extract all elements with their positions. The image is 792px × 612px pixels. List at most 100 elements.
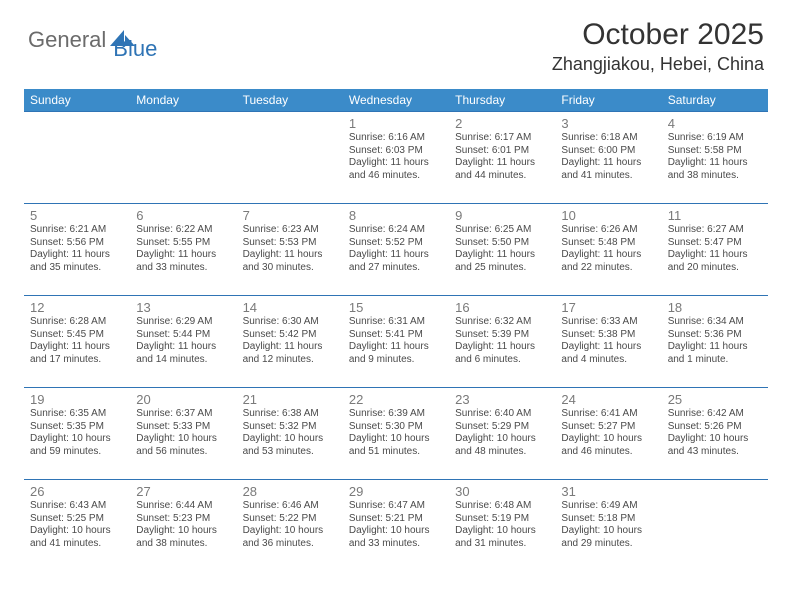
daylight-text: Daylight: 10 hours (349, 433, 443, 446)
daylight-text: and 38 minutes. (668, 170, 762, 183)
daylight-text: and 12 minutes. (243, 354, 337, 367)
sunrise-text: Sunrise: 6:28 AM (30, 316, 124, 329)
sunset-text: Sunset: 5:30 PM (349, 421, 443, 434)
day-number: 18 (668, 300, 762, 315)
sunset-text: Sunset: 5:50 PM (455, 237, 549, 250)
sunrise-text: Sunrise: 6:33 AM (561, 316, 655, 329)
week-row: 26Sunrise: 6:43 AMSunset: 5:25 PMDayligh… (24, 480, 768, 572)
daylight-text: and 38 minutes. (136, 538, 230, 551)
daylight-text: Daylight: 11 hours (243, 249, 337, 262)
sunrise-text: Sunrise: 6:37 AM (136, 408, 230, 421)
calendar-table: Sunday Monday Tuesday Wednesday Thursday… (24, 89, 768, 572)
day-number: 1 (349, 116, 443, 131)
dow-monday: Monday (130, 89, 236, 112)
header: General Blue October 2025 Zhangjiakou, H… (0, 0, 792, 81)
daylight-text: and 35 minutes. (30, 262, 124, 275)
sunrise-text: Sunrise: 6:35 AM (30, 408, 124, 421)
day-number: 14 (243, 300, 337, 315)
daylight-text: and 33 minutes. (136, 262, 230, 275)
sunset-text: Sunset: 5:56 PM (30, 237, 124, 250)
sunrise-text: Sunrise: 6:24 AM (349, 224, 443, 237)
sunrise-text: Sunrise: 6:22 AM (136, 224, 230, 237)
sunset-text: Sunset: 6:03 PM (349, 145, 443, 158)
day-number: 3 (561, 116, 655, 131)
month-title: October 2025 (552, 18, 764, 52)
day-cell: 2Sunrise: 6:17 AMSunset: 6:01 PMDaylight… (449, 112, 555, 204)
dow-sunday: Sunday (24, 89, 130, 112)
day-cell: 21Sunrise: 6:38 AMSunset: 5:32 PMDayligh… (237, 388, 343, 480)
day-cell: 11Sunrise: 6:27 AMSunset: 5:47 PMDayligh… (662, 204, 768, 296)
day-cell: 10Sunrise: 6:26 AMSunset: 5:48 PMDayligh… (555, 204, 661, 296)
day-number: 17 (561, 300, 655, 315)
daylight-text: Daylight: 11 hours (668, 249, 762, 262)
sunrise-text: Sunrise: 6:16 AM (349, 132, 443, 145)
daylight-text: and 14 minutes. (136, 354, 230, 367)
daylight-text: Daylight: 11 hours (349, 341, 443, 354)
day-cell: 26Sunrise: 6:43 AMSunset: 5:25 PMDayligh… (24, 480, 130, 572)
location-text: Zhangjiakou, Hebei, China (552, 54, 764, 75)
daylight-text: and 6 minutes. (455, 354, 549, 367)
sunset-text: Sunset: 5:44 PM (136, 329, 230, 342)
sunrise-text: Sunrise: 6:39 AM (349, 408, 443, 421)
day-number: 4 (668, 116, 762, 131)
daylight-text: and 41 minutes. (561, 170, 655, 183)
sunset-text: Sunset: 5:22 PM (243, 513, 337, 526)
sunrise-text: Sunrise: 6:34 AM (668, 316, 762, 329)
day-cell (237, 112, 343, 204)
day-number: 5 (30, 208, 124, 223)
day-cell: 8Sunrise: 6:24 AMSunset: 5:52 PMDaylight… (343, 204, 449, 296)
daylight-text: and 36 minutes. (243, 538, 337, 551)
sunrise-text: Sunrise: 6:17 AM (455, 132, 549, 145)
day-number: 19 (30, 392, 124, 407)
day-number: 30 (455, 484, 549, 499)
daylight-text: Daylight: 11 hours (136, 249, 230, 262)
day-number: 25 (668, 392, 762, 407)
daylight-text: and 56 minutes. (136, 446, 230, 459)
daylight-text: and 59 minutes. (30, 446, 124, 459)
sunset-text: Sunset: 5:52 PM (349, 237, 443, 250)
sunset-text: Sunset: 6:00 PM (561, 145, 655, 158)
dow-friday: Friday (555, 89, 661, 112)
week-row: 19Sunrise: 6:35 AMSunset: 5:35 PMDayligh… (24, 388, 768, 480)
sunset-text: Sunset: 5:23 PM (136, 513, 230, 526)
day-cell: 15Sunrise: 6:31 AMSunset: 5:41 PMDayligh… (343, 296, 449, 388)
sunrise-text: Sunrise: 6:44 AM (136, 500, 230, 513)
day-cell: 6Sunrise: 6:22 AMSunset: 5:55 PMDaylight… (130, 204, 236, 296)
sunrise-text: Sunrise: 6:42 AM (668, 408, 762, 421)
sunset-text: Sunset: 5:21 PM (349, 513, 443, 526)
week-row: 1Sunrise: 6:16 AMSunset: 6:03 PMDaylight… (24, 112, 768, 204)
daylight-text: and 31 minutes. (455, 538, 549, 551)
sunrise-text: Sunrise: 6:47 AM (349, 500, 443, 513)
daylight-text: and 53 minutes. (243, 446, 337, 459)
sunset-text: Sunset: 5:32 PM (243, 421, 337, 434)
day-cell: 17Sunrise: 6:33 AMSunset: 5:38 PMDayligh… (555, 296, 661, 388)
daylight-text: Daylight: 10 hours (136, 525, 230, 538)
sunrise-text: Sunrise: 6:29 AM (136, 316, 230, 329)
daylight-text: Daylight: 11 hours (30, 249, 124, 262)
sunrise-text: Sunrise: 6:26 AM (561, 224, 655, 237)
day-cell: 27Sunrise: 6:44 AMSunset: 5:23 PMDayligh… (130, 480, 236, 572)
daylight-text: and 46 minutes. (561, 446, 655, 459)
daylight-text: and 25 minutes. (455, 262, 549, 275)
day-number: 28 (243, 484, 337, 499)
daylight-text: Daylight: 11 hours (30, 341, 124, 354)
day-cell: 14Sunrise: 6:30 AMSunset: 5:42 PMDayligh… (237, 296, 343, 388)
sunset-text: Sunset: 5:29 PM (455, 421, 549, 434)
day-cell: 29Sunrise: 6:47 AMSunset: 5:21 PMDayligh… (343, 480, 449, 572)
sunset-text: Sunset: 5:38 PM (561, 329, 655, 342)
sunrise-text: Sunrise: 6:31 AM (349, 316, 443, 329)
day-cell: 24Sunrise: 6:41 AMSunset: 5:27 PMDayligh… (555, 388, 661, 480)
day-cell: 30Sunrise: 6:48 AMSunset: 5:19 PMDayligh… (449, 480, 555, 572)
day-cell: 7Sunrise: 6:23 AMSunset: 5:53 PMDaylight… (237, 204, 343, 296)
daylight-text: Daylight: 10 hours (455, 525, 549, 538)
sunrise-text: Sunrise: 6:48 AM (455, 500, 549, 513)
sunset-text: Sunset: 5:42 PM (243, 329, 337, 342)
day-cell: 16Sunrise: 6:32 AMSunset: 5:39 PMDayligh… (449, 296, 555, 388)
day-cell: 25Sunrise: 6:42 AMSunset: 5:26 PMDayligh… (662, 388, 768, 480)
day-cell: 23Sunrise: 6:40 AMSunset: 5:29 PMDayligh… (449, 388, 555, 480)
daylight-text: Daylight: 11 hours (455, 341, 549, 354)
daylight-text: Daylight: 10 hours (349, 525, 443, 538)
day-cell (24, 112, 130, 204)
daylight-text: Daylight: 10 hours (30, 433, 124, 446)
sunset-text: Sunset: 5:18 PM (561, 513, 655, 526)
